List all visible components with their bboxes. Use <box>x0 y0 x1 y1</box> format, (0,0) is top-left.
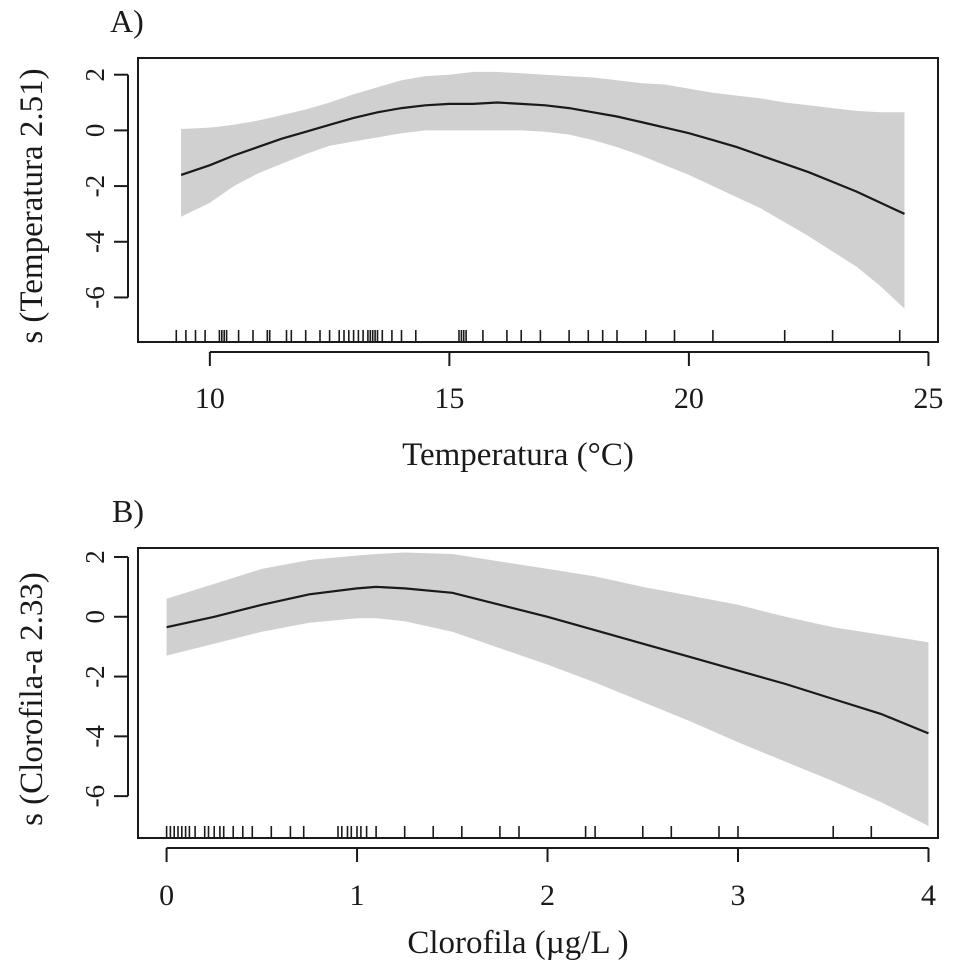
x-tick-label: 15 <box>434 382 464 415</box>
confidence-band <box>166 552 929 826</box>
y-axis-title: s (Clorofila-a 2.33) <box>14 572 50 826</box>
x-tick-label: 25 <box>913 382 943 415</box>
y-tick-label: -4 <box>80 230 110 253</box>
y-axis-title: s (Temperatura 2.51) <box>14 68 50 343</box>
y-tick-label: -2 <box>80 175 110 198</box>
y-tick-label: 2 <box>80 68 110 82</box>
smooth-fit-line <box>166 585 929 735</box>
x-tick-label: 4 <box>921 879 936 912</box>
y-tick-label: -6 <box>80 785 110 808</box>
y-tick-label: 0 <box>80 610 110 624</box>
x-tick-label: 1 <box>350 879 365 912</box>
chlorophyll-panel: 0 1 2 3 4 2 0 -2 -4 -6 Clorofila (µg/L ) s (Clorofi… <box>14 493 939 961</box>
confidence-band <box>181 71 905 309</box>
y-tick-label: -4 <box>80 725 110 748</box>
panel-label: B) <box>112 493 144 529</box>
plot-frame <box>137 57 939 343</box>
x-tick-label: 2 <box>540 879 555 912</box>
y-tick-label: -2 <box>80 665 110 688</box>
rug-marks <box>175 330 901 342</box>
x-tick-label: 10 <box>195 382 225 415</box>
x-tick-label: 20 <box>674 382 704 415</box>
x-axis-title: Temperatura (°C) <box>402 437 634 473</box>
x-tick-label: 3 <box>731 879 746 912</box>
panel-label: A) <box>110 3 144 39</box>
y-tick-label: 0 <box>80 124 110 138</box>
rug-marks <box>165 826 873 838</box>
x-axis-title: Clorofila (µg/L ) <box>407 925 628 961</box>
y-tick-label: 2 <box>80 550 110 564</box>
smooth-fit-line <box>180 101 905 215</box>
y-tick-label: -6 <box>80 286 110 309</box>
plot-frame <box>137 547 939 839</box>
x-tick-label: 0 <box>159 879 174 912</box>
